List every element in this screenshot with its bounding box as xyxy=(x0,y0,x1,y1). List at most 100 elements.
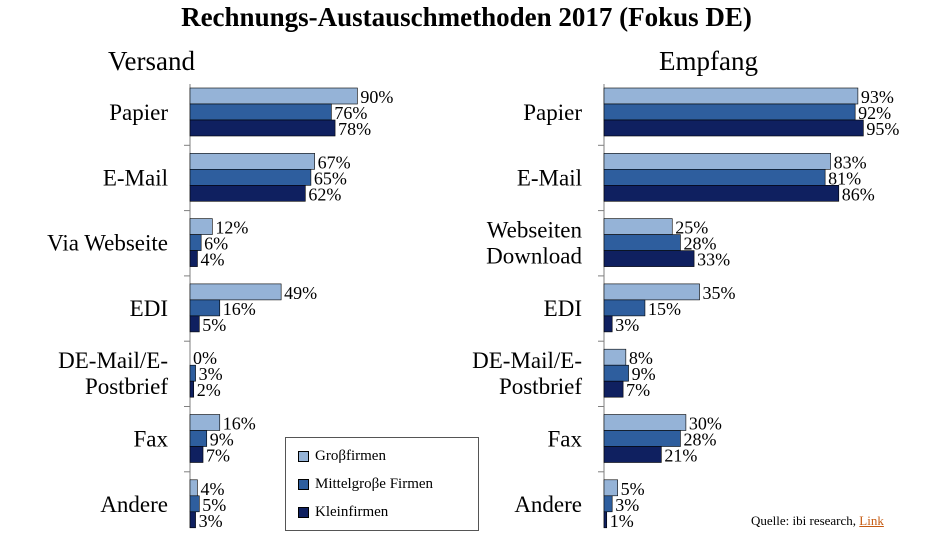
empfang-value-label-edi-mittelgro-e-firmen: 15% xyxy=(648,299,681,319)
empfang-value-label-webseiten-download-mittelgro-e-firmen: 28% xyxy=(683,234,716,254)
legend-item-grossfirmen: Groβfirmen xyxy=(298,446,386,466)
versand-bar-edi-gro-firmen xyxy=(189,283,282,301)
empfang-bar-andere-gro-firmen xyxy=(603,479,618,497)
versand-value-label-de-mail-e-postbrief-kleinfirmen: 2% xyxy=(197,380,221,400)
empfang-value-label-papier-gro-firmen: 93% xyxy=(861,87,894,107)
versand-category-label-de-mail-e-postbrief: Postbrief xyxy=(85,374,168,399)
chart-title: Rechnungs-Austauschmethoden 2017 (Fokus … xyxy=(181,2,752,32)
versand-value-label-papier-gro-firmen: 90% xyxy=(360,87,393,107)
versand-value-label-papier-kleinfirmen: 78% xyxy=(338,119,371,139)
empfang-bar-edi-gro-firmen xyxy=(603,283,700,301)
empfang-value-label-e-mail-kleinfirmen: 86% xyxy=(842,184,875,204)
empfang-category-label-andere: Andere xyxy=(514,492,582,517)
versand-value-label-fax-gro-firmen: 16% xyxy=(223,414,256,434)
versand-bar-via-webseite-gro-firmen xyxy=(189,218,213,235)
versand-category-label-papier: Papier xyxy=(109,100,168,125)
versand-value-label-papier-mittelgro-e-firmen: 76% xyxy=(334,103,367,123)
empfang-value-label-andere-gro-firmen: 5% xyxy=(621,479,645,499)
versand-category-label-de-mail-e-postbrief: DE-Mail/E- xyxy=(58,348,168,373)
versand-bar-e-mail-kleinfirmen xyxy=(189,185,306,202)
versand-value-label-via-webseite-gro-firmen: 12% xyxy=(215,218,248,238)
empfang-category-label-de-mail-e-postbrief: Postbrief xyxy=(499,374,582,399)
empfang-bar-andere-mittelgro-e-firmen xyxy=(603,495,613,513)
versand-value-label-fax-kleinfirmen: 7% xyxy=(206,446,230,466)
versand-bar-fax-kleinfirmen xyxy=(189,446,204,463)
legend: Groβfirmen Mittelgroβe Firmen Kleinfirme… xyxy=(285,437,479,531)
empfang-value-label-edi-kleinfirmen: 3% xyxy=(615,315,639,335)
versand-bar-e-mail-gro-firmen xyxy=(189,153,315,170)
versand-bar-papier-mittelgro-e-firmen xyxy=(189,103,332,121)
versand-value-label-e-mail-gro-firmen: 67% xyxy=(318,152,351,172)
empfang-value-label-e-mail-mittelgro-e-firmen: 81% xyxy=(828,168,861,188)
empfang-bar-andere-kleinfirmen xyxy=(603,511,608,529)
empfang-bar-edi-kleinfirmen xyxy=(603,315,613,333)
versand-value-label-de-mail-e-postbrief-mittelgro-e-firmen: 3% xyxy=(199,364,223,384)
source-link[interactable]: Link xyxy=(859,513,884,528)
legend-label-kleinfirmen: Kleinfirmen xyxy=(315,504,389,520)
empfang-category-label-webseiten-download: Webseiten xyxy=(487,218,583,243)
empfang-value-label-andere-kleinfirmen: 1% xyxy=(610,511,634,531)
versand-bar-e-mail-mittelgro-e-firmen xyxy=(189,169,312,186)
versand-value-label-via-webseite-mittelgro-e-firmen: 6% xyxy=(204,234,228,254)
empfang-bar-papier-kleinfirmen xyxy=(603,119,864,137)
empfang-bar-webseiten-download-kleinfirmen xyxy=(603,250,695,267)
versand-value-label-andere-mittelgro-e-firmen: 5% xyxy=(202,495,226,515)
versand-panel-title: Versand xyxy=(108,46,195,76)
empfang-value-label-andere-mittelgro-e-firmen: 3% xyxy=(615,495,639,515)
empfang-value-label-webseiten-download-gro-firmen: 25% xyxy=(675,218,708,238)
versand-bar-via-webseite-kleinfirmen xyxy=(189,250,198,267)
empfang-category-label-fax: Fax xyxy=(548,427,583,452)
empfang-value-label-fax-gro-firmen: 30% xyxy=(689,414,722,434)
versand-bar-andere-mittelgro-e-firmen xyxy=(189,495,200,513)
empfang-bar-fax-mittelgro-e-firmen xyxy=(603,430,681,447)
empfang-bar-de-mail-e-postbrief-gro-firmen xyxy=(603,348,627,366)
versand-bar-andere-kleinfirmen xyxy=(189,511,196,529)
empfang-bar-fax-gro-firmen xyxy=(603,414,687,431)
empfang-value-label-fax-mittelgro-e-firmen: 28% xyxy=(683,430,716,450)
versand-value-label-via-webseite-kleinfirmen: 4% xyxy=(200,250,224,270)
versand-category-label-edi: EDI xyxy=(130,296,168,321)
versand-value-label-edi-kleinfirmen: 5% xyxy=(202,315,226,335)
empfang-value-label-e-mail-gro-firmen: 83% xyxy=(834,152,867,172)
empfang-bar-webseiten-download-gro-firmen xyxy=(603,218,673,235)
empfang-category-label-edi: EDI xyxy=(544,296,582,321)
legend-label-grossfirmen: Groβfirmen xyxy=(315,448,386,464)
empfang-category-label-papier: Papier xyxy=(523,100,582,125)
versand-value-label-e-mail-mittelgro-e-firmen: 65% xyxy=(314,168,347,188)
empfang-value-label-edi-gro-firmen: 35% xyxy=(703,283,736,303)
legend-item-mittelgrosse-firmen: Mittelgroβe Firmen xyxy=(298,474,433,494)
empfang-bar-de-mail-e-postbrief-kleinfirmen xyxy=(603,380,624,398)
empfang-value-label-de-mail-e-postbrief-kleinfirmen: 7% xyxy=(626,380,650,400)
empfang-category-label-e-mail: E-Mail xyxy=(517,165,582,190)
versand-value-label-e-mail-kleinfirmen: 62% xyxy=(308,184,341,204)
versand-bar-edi-kleinfirmen xyxy=(189,315,200,333)
versand-value-label-fax-mittelgro-e-firmen: 9% xyxy=(210,430,234,450)
empfang-bar-edi-mittelgro-e-firmen xyxy=(603,299,646,317)
empfang-category-label-de-mail-e-postbrief: DE-Mail/E- xyxy=(472,348,582,373)
legend-swatch-grossfirmen xyxy=(298,451,309,463)
empfang-bar-papier-mittelgro-e-firmen xyxy=(603,103,856,121)
versand-bar-fax-mittelgro-e-firmen xyxy=(189,430,208,447)
empfang-category-label-webseiten-download: Download xyxy=(486,244,582,269)
versand-bar-fax-gro-firmen xyxy=(189,414,221,431)
empfang-bar-webseiten-download-mittelgro-e-firmen xyxy=(603,234,681,251)
legend-swatch-kleinfirmen xyxy=(298,507,309,519)
empfang-bar-papier-gro-firmen xyxy=(603,87,859,105)
versand-value-label-edi-mittelgro-e-firmen: 16% xyxy=(223,299,256,319)
empfang-bar-de-mail-e-postbrief-mittelgro-e-firmen xyxy=(603,364,629,382)
versand-value-label-andere-kleinfirmen: 3% xyxy=(199,511,223,531)
empfang-bar-e-mail-gro-firmen xyxy=(603,153,831,170)
versand-category-label-e-mail: E-Mail xyxy=(103,165,168,190)
versand-category-label-andere: Andere xyxy=(100,492,168,517)
empfang-value-label-papier-mittelgro-e-firmen: 92% xyxy=(858,103,891,123)
versand-bar-andere-gro-firmen xyxy=(189,479,198,497)
empfang-value-label-fax-kleinfirmen: 21% xyxy=(664,446,697,466)
versand-bar-papier-kleinfirmen xyxy=(189,119,336,137)
source-note: Quelle: ibi research, Link xyxy=(751,513,884,529)
empfang-value-label-webseiten-download-kleinfirmen: 33% xyxy=(697,250,730,270)
versand-bar-via-webseite-mittelgro-e-firmen xyxy=(189,234,202,251)
empfang-value-label-de-mail-e-postbrief-gro-firmen: 8% xyxy=(629,348,653,368)
versand-value-label-edi-gro-firmen: 49% xyxy=(284,283,317,303)
legend-swatch-mittelgrosse-firmen xyxy=(298,479,309,491)
